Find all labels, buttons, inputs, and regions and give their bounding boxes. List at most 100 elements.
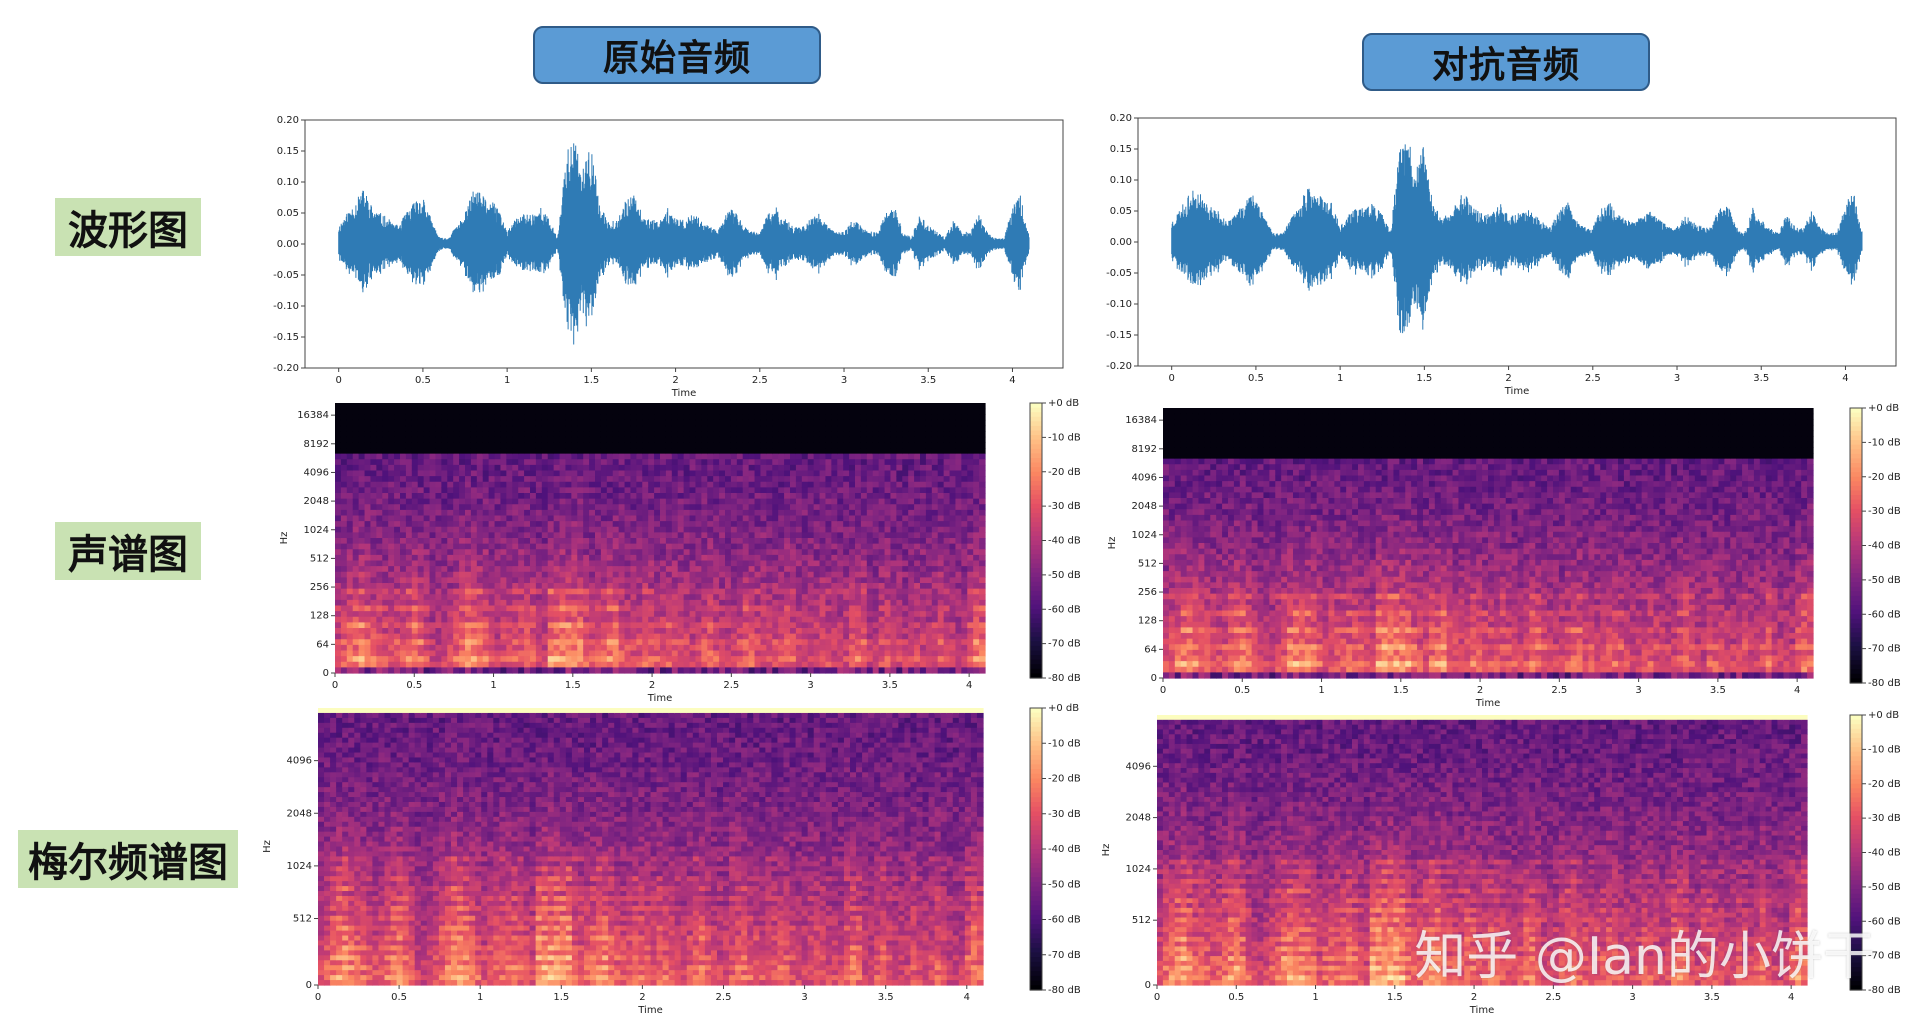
x-tick-label: 3 <box>807 680 813 691</box>
adversarial-spectrogram-chart: 16384 8192 4096 2048 1024 512 256 128 64 0 Hz 0 0.5 1… <box>1107 403 1901 709</box>
colorbar-tick-label: -60 dB <box>1868 609 1901 620</box>
y-tick-label: 2048 <box>1132 501 1157 512</box>
x-tick-label: 1 <box>1318 685 1324 696</box>
colorbar-tick-label: -10 dB <box>1868 437 1901 448</box>
y-tick-label: 128 <box>1138 616 1157 627</box>
x-tick-label: 1.5 <box>1393 685 1409 696</box>
colorbar-tick-label: -40 dB <box>1868 541 1901 552</box>
colorbar-tick-label: -70 dB <box>1868 951 1901 962</box>
y-tick-label: 0.15 <box>277 146 299 157</box>
colorbar-tick-label: -10 dB <box>1048 738 1081 749</box>
y-tick-label: -0.20 <box>1106 361 1132 372</box>
y-tick-label: 0.05 <box>277 208 299 219</box>
heatmap-cells <box>1157 715 1808 986</box>
y-tick-label: 2048 <box>1126 813 1151 824</box>
x-tick-label: 2 <box>649 680 655 691</box>
y-tick-label: 0 <box>323 668 329 679</box>
colorbar-tick-label: -60 dB <box>1048 604 1081 615</box>
x-tick-label: 3 <box>841 375 847 386</box>
colorbar-tick-label: -40 dB <box>1868 848 1901 859</box>
colorbar-tick-label: -20 dB <box>1868 779 1901 790</box>
colorbar-tick-label: -40 dB <box>1048 536 1081 547</box>
heatmap-cells <box>318 708 984 986</box>
colorbar-tick-label: -80 dB <box>1048 673 1081 684</box>
y-tick-label: 4096 <box>304 467 329 478</box>
x-tick-label: 2.5 <box>716 992 732 1003</box>
y-tick-label: -0.15 <box>1106 330 1132 341</box>
y-tick-label: 1024 <box>1126 864 1151 875</box>
x-tick-label: 1.5 <box>583 375 599 386</box>
original-mel-spectrogram-chart: 4096 2048 1024 512 0 Hz 0 0.5 1 1.5 2 2.5 3 3.5 4 Time +… <box>262 703 1081 1016</box>
y-axis-label: Hz <box>1101 844 1112 857</box>
y-tick-label: 0 <box>1145 980 1151 991</box>
y-tick-label: 0 <box>306 980 312 991</box>
colorbar-tick-label: -50 dB <box>1868 575 1901 586</box>
x-tick-label: 1 <box>504 375 510 386</box>
colorbar-tick-label: -40 dB <box>1048 844 1081 855</box>
x-tick-label: 2.5 <box>1545 992 1561 1003</box>
x-tick-label: 2.5 <box>1551 685 1567 696</box>
colorbar-tick-label: +0 dB <box>1048 703 1079 714</box>
colorbar: +0 dB -10 dB -20 dB -30 dB -40 dB -50 dB -60 d… <box>1029 398 1081 684</box>
y-tick-label: 0.20 <box>277 115 299 126</box>
zhihu-watermark: 知乎 @Ian的小饼干 <box>1414 914 1875 989</box>
y-tick-label: 0.20 <box>1110 113 1132 124</box>
x-tick-label: 0 <box>336 375 342 386</box>
x-axis-label: Time <box>1469 1005 1494 1016</box>
y-tick-label: -0.15 <box>273 332 299 343</box>
y-tick-label: 2048 <box>287 808 312 819</box>
y-tick-label: 64 <box>1144 644 1157 655</box>
x-tick-label: 0.5 <box>406 680 422 691</box>
x-tick-label: 2.5 <box>1585 373 1601 384</box>
x-axis-label: Time <box>647 693 672 704</box>
x-tick-label: 2 <box>1471 992 1477 1003</box>
y-tick-label: 8192 <box>1132 444 1157 455</box>
y-tick-label: -0.05 <box>1106 268 1132 279</box>
x-tick-label: 1 <box>490 680 496 691</box>
adversarial-waveform-chart: 0.20 0.15 0.10 0.05 0.00 -0.05 -0.10 -0.15 -0.20… <box>1106 113 1897 397</box>
x-tick-label: 4 <box>1009 375 1015 386</box>
colorbar-tick-label: -30 dB <box>1868 813 1901 824</box>
x-tick-label: 1.5 <box>1416 373 1432 384</box>
spectrogram-row-label: 声谱图 <box>55 522 201 580</box>
waveform-trace <box>1171 144 1863 334</box>
y-tick-label: 0.10 <box>1110 175 1132 186</box>
x-tick-label: 1.5 <box>553 992 569 1003</box>
y-tick-label: 64 <box>316 639 329 650</box>
colorbar-tick-label: -70 dB <box>1868 644 1901 655</box>
x-tick-label: 0.5 <box>1228 992 1244 1003</box>
x-tick-label: 0 <box>1154 992 1160 1003</box>
x-tick-label: 0.5 <box>1248 373 1264 384</box>
y-tick-label: 0.00 <box>277 239 299 250</box>
mel-spectrogram-row-label: 梅尔频谱图 <box>18 830 238 888</box>
original-audio-header: 原始音频 <box>533 26 821 84</box>
waveform-row-label: 波形图 <box>55 198 201 256</box>
adversarial-audio-header: 对抗音频 <box>1362 33 1650 91</box>
x-tick-label: 0 <box>1169 373 1175 384</box>
y-axis-label: Hz <box>1107 537 1118 550</box>
x-tick-label: 0 <box>1160 685 1166 696</box>
x-axis-label: Time <box>1475 698 1500 709</box>
colorbar-tick-label: -30 dB <box>1048 501 1081 512</box>
y-axis-label: Hz <box>262 840 273 853</box>
colorbar-tick-label: -50 dB <box>1048 570 1081 581</box>
colorbar: +0 dB -10 dB -20 dB -30 dB -40 dB -50 dB -60 d… <box>1849 710 1901 996</box>
y-tick-label: 256 <box>1138 587 1157 598</box>
x-axis-label: Time <box>1504 386 1529 397</box>
colorbar-tick-label: -80 dB <box>1868 985 1901 996</box>
y-tick-label: 1024 <box>1132 530 1157 541</box>
x-tick-label: 2.5 <box>752 375 768 386</box>
y-tick-label: 512 <box>293 914 312 925</box>
x-tick-label: 4 <box>966 680 972 691</box>
colorbar-tick-label: +0 dB <box>1048 398 1079 409</box>
colorbar-tick-label: -70 dB <box>1048 950 1081 961</box>
y-tick-label: 128 <box>310 611 329 622</box>
x-tick-label: 0.5 <box>391 992 407 1003</box>
x-tick-label: 2.5 <box>723 680 739 691</box>
colorbar: +0 dB -10 dB -20 dB -30 dB -40 dB -50 dB -60 d… <box>1849 403 1901 689</box>
y-tick-label: 0.05 <box>1110 206 1132 217</box>
y-tick-label: 1024 <box>287 861 312 872</box>
x-tick-label: 1 <box>1337 373 1343 384</box>
heatmap-cells <box>335 403 986 674</box>
x-tick-label: 2 <box>639 992 645 1003</box>
